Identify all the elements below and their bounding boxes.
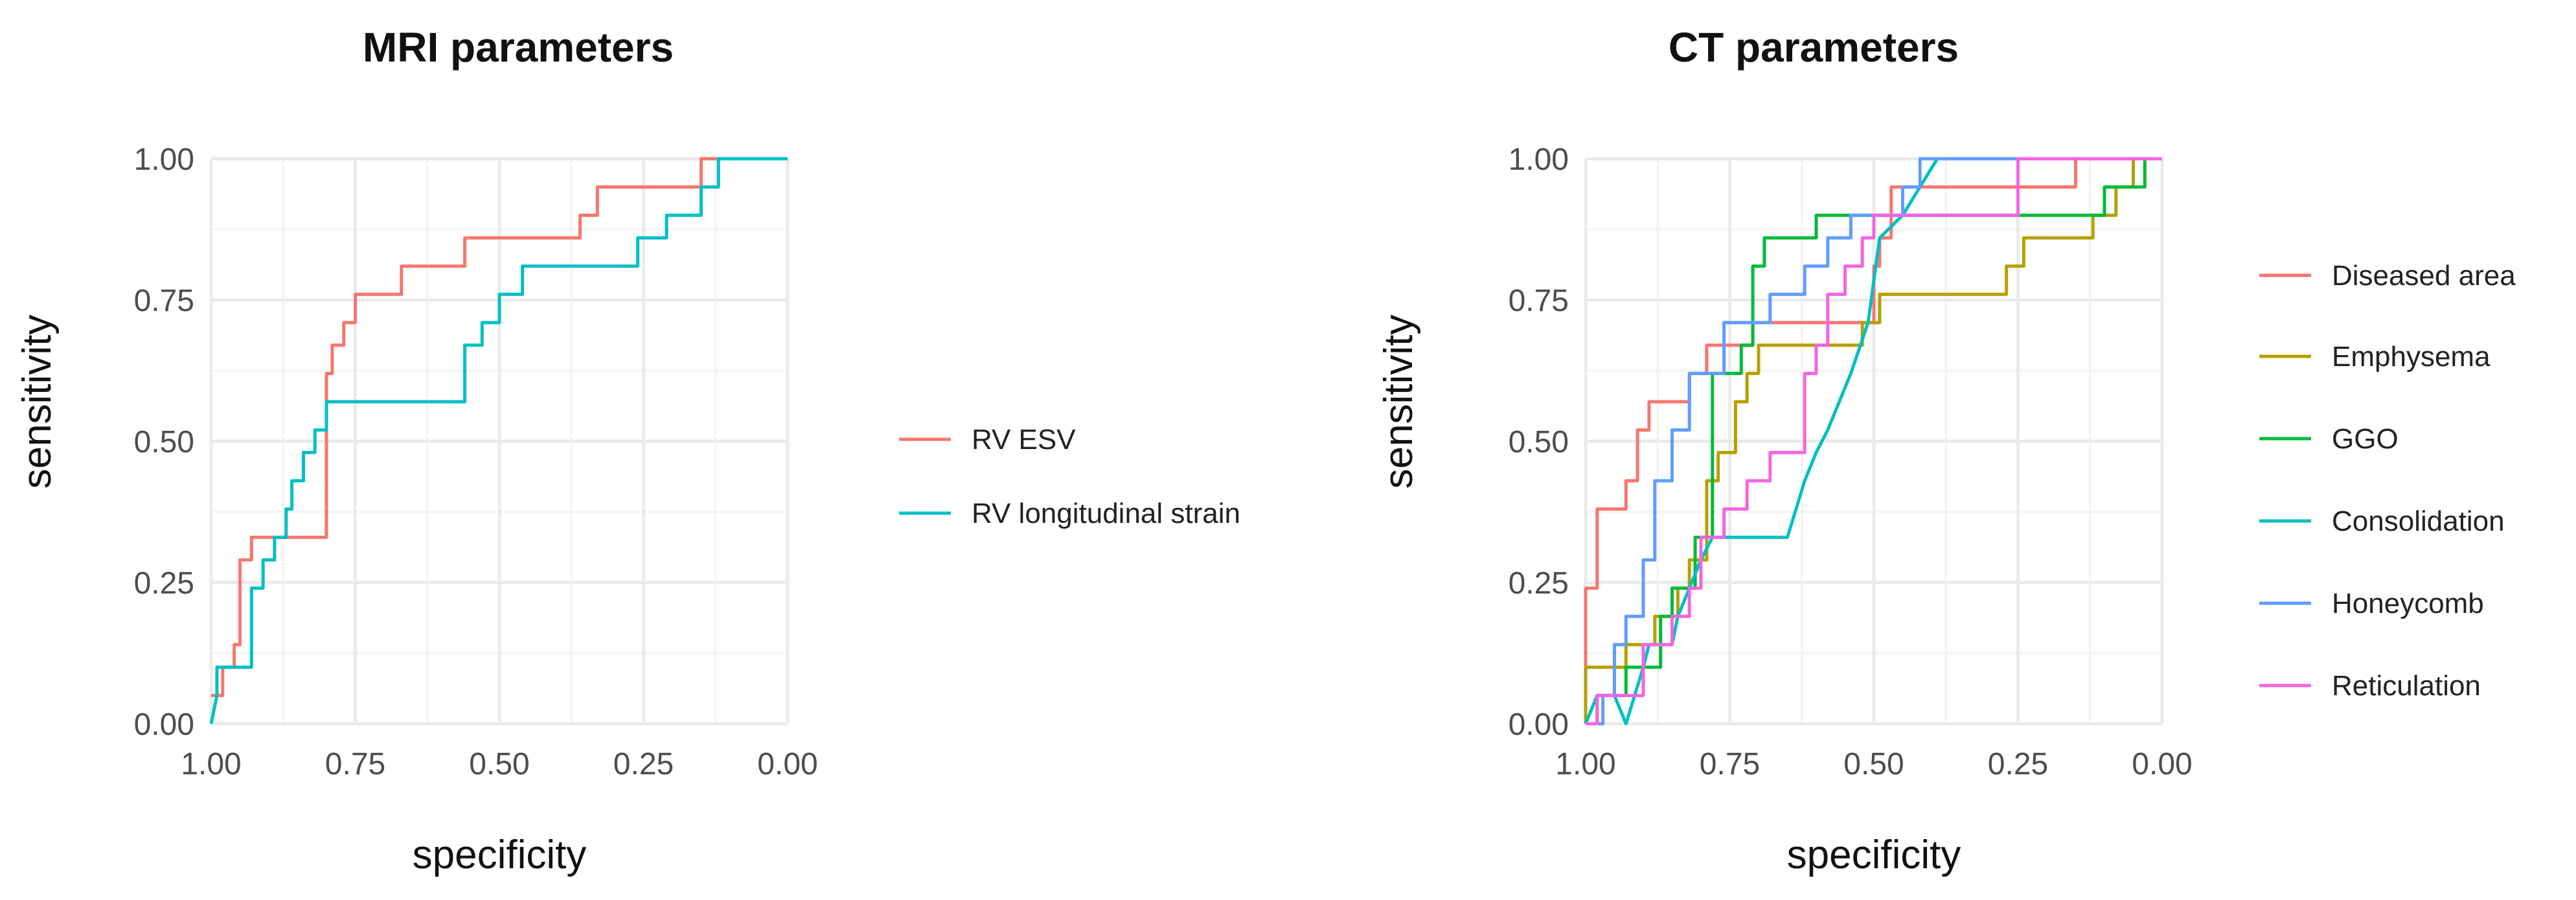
ct-roc-curves [1584,157,2162,726]
mri-chart-panel: MRI parameters sensitivity specificity 1… [15,24,1240,877]
ct-y-tick-label: 0.75 [1509,284,1569,318]
mri-x-axis-title: specificity [413,833,587,877]
legend-label-ggo: GGO [2332,423,2399,455]
mri-roc-curves [209,157,788,724]
ct-y-tick-label: 0.00 [1509,708,1569,742]
ct-x-axis-ticks: 1.00 0.75 0.50 0.25 0.00 [1555,747,2192,781]
mri-chart-title: MRI parameters [363,24,674,71]
mri-gridlines [209,157,790,726]
mri-x-tick-label: 1.00 [181,747,241,781]
mri-y-axis-ticks: 0.00 0.25 0.50 0.75 1.00 [134,143,194,742]
ct-chart-panel: CT parameters sensitivity specificity 1.… [1376,24,2516,877]
mri-x-tick-label: 0.00 [757,747,817,781]
roc-curve-ggo [1586,157,2162,726]
ct-legend: Diseased area Emphysema GGO Consolidation Ho… [2259,260,2516,702]
ct-x-tick-label: 0.00 [2132,747,2192,781]
legend-label-rv-esv: RV ESV [972,424,1076,456]
mri-x-tick-label: 0.75 [325,747,385,781]
mri-legend: RV ESV RV longitudinal strain [899,424,1240,529]
ct-x-axis-title: specificity [1787,833,1961,877]
roc-curve-rv-esv [211,157,788,697]
legend-label-honeycomb: Honeycomb [2332,588,2484,619]
legend-label-emphysema: Emphysema [2332,341,2491,373]
ct-x-tick-label: 0.75 [1700,747,1760,781]
mri-x-tick-label: 0.50 [469,747,529,781]
ct-x-tick-label: 0.50 [1843,747,1904,781]
mri-y-axis-title: sensitivity [15,315,60,489]
ct-y-axis-ticks: 0.00 0.25 0.50 0.75 1.00 [1509,143,1569,742]
legend-label-rv-longitudinal-strain: RV longitudinal strain [972,498,1240,529]
legend-label-consolidation: Consolidation [2332,505,2505,537]
ct-y-tick-label: 0.50 [1509,425,1569,459]
roc-curve-rv-longitudinal-strain [209,157,788,724]
legend-label-reticulation: Reticulation [2332,670,2481,702]
legend-label-diseased-area: Diseased area [2332,260,2516,292]
ct-chart-title: CT parameters [1669,24,1959,71]
ct-x-tick-label: 1.00 [1555,747,1615,781]
mri-x-axis-ticks: 1.00 0.75 0.50 0.25 0.00 [181,747,817,781]
mri-y-tick-label: 0.00 [134,708,194,742]
ct-y-tick-label: 1.00 [1509,143,1569,177]
mri-y-tick-label: 0.50 [134,425,194,459]
mri-y-tick-label: 0.25 [134,566,194,601]
ct-x-tick-label: 0.25 [1988,747,2048,781]
roc-curve-diseased-area [1584,157,2162,724]
mri-y-tick-label: 1.00 [134,143,194,177]
ct-y-axis-title: sensitivity [1376,315,1421,489]
ct-y-tick-label: 0.25 [1509,566,1569,601]
mri-x-tick-label: 0.25 [613,747,674,781]
mri-y-tick-label: 0.75 [134,284,194,318]
roc-curve-emphysema [1584,157,2162,724]
roc-curve-reticulation [1586,157,2162,726]
